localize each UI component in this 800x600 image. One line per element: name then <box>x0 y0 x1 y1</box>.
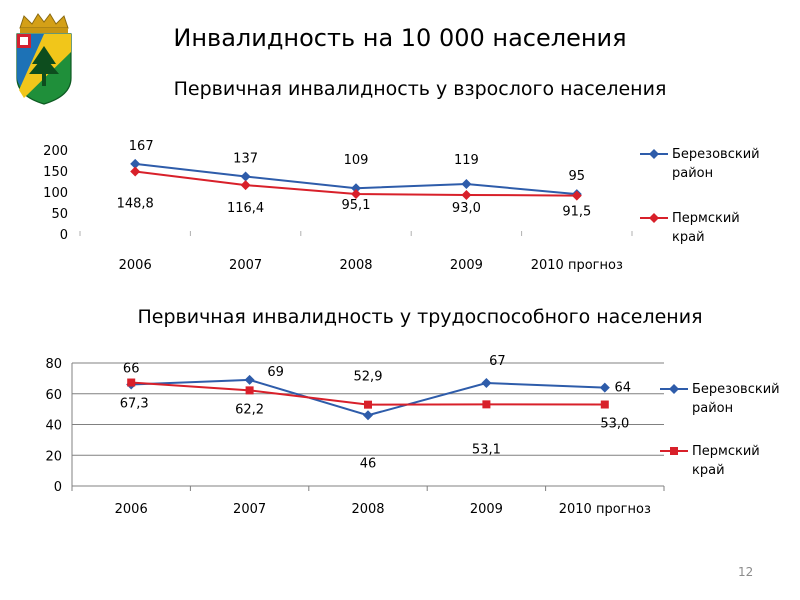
data-point-1-0-4 <box>599 382 610 393</box>
y-tick-label-0-4: 0 <box>60 228 68 243</box>
y-tick-label-1-3: 20 <box>45 449 62 464</box>
y-tick-label-1-0: 80 <box>45 357 62 372</box>
x-tick-label-0-3: 2009 <box>450 258 483 273</box>
data-label-0-1-0: 148,8 <box>117 197 154 212</box>
data-point-1-0-2 <box>363 410 373 421</box>
legend-marker-1-1 <box>670 447 678 455</box>
x-tick-label-0-0: 2006 <box>119 258 152 273</box>
x-tick-label-1-4: 2010 прогноз <box>559 502 651 517</box>
legend-label-1-1-0: Пермский <box>692 444 760 459</box>
data-point-0-0-1 <box>240 171 251 182</box>
data-label-0-0-3: 119 <box>454 153 479 168</box>
x-tick-label-0-1: 2007 <box>229 258 262 273</box>
y-tick-label-0-0: 200 <box>43 144 68 159</box>
page-title: Инвалидность на 10 000 населения <box>173 24 627 52</box>
y-tick-label-1-1: 60 <box>45 388 62 403</box>
legend-label-0-1-1: край <box>672 230 705 245</box>
data-point-0-0-0 <box>130 158 141 169</box>
data-label-0-1-2: 95,1 <box>342 198 371 213</box>
data-point-1-1-0 <box>127 378 136 387</box>
chart2-title: Первичная инвалидность у трудоспособного… <box>137 306 703 328</box>
data-point-0-1-4 <box>571 190 582 201</box>
y-tick-label-0-2: 100 <box>43 186 68 201</box>
data-label-1-1-2: 52,9 <box>354 370 383 385</box>
coat-of-arms-logo <box>16 13 72 105</box>
x-tick-label-0-4: 2010 прогноз <box>531 258 623 273</box>
legend-label-0-0-1: район <box>672 166 713 181</box>
legend-label-0-1-0: Пермский <box>672 211 740 226</box>
data-point-1-1-2 <box>364 400 372 409</box>
y-tick-label-1-2: 40 <box>45 419 62 434</box>
data-point-0-1-3 <box>461 189 472 200</box>
data-point-1-0-1 <box>244 374 255 385</box>
y-tick-label-0-3: 50 <box>51 207 68 222</box>
data-label-1-0-1: 69 <box>267 365 284 380</box>
data-label-0-1-4: 91,5 <box>562 205 591 220</box>
data-label-1-0-3: 67 <box>489 354 506 369</box>
legend-label-1-0-1: район <box>692 401 733 416</box>
legend-label-0-0-0: Березовский <box>672 147 760 162</box>
data-point-1-1-1 <box>245 386 254 395</box>
data-label-1-1-3: 53,1 <box>472 442 501 457</box>
data-label-1-1-1: 62,2 <box>235 402 264 417</box>
data-point-1-1-4 <box>600 400 609 409</box>
data-label-1-0-0: 66 <box>123 362 140 377</box>
chart1-title: Первичная инвалидность у взрослого насел… <box>173 78 667 100</box>
x-tick-label-0-2: 2008 <box>339 258 372 273</box>
data-point-0-1-2 <box>351 189 361 200</box>
legend-label-1-1-1: край <box>692 463 725 478</box>
data-point-0-0-3 <box>461 179 472 190</box>
legend-label-1-0-0: Березовский <box>692 382 780 397</box>
data-label-0-0-4: 95 <box>569 169 586 184</box>
data-point-1-1-3 <box>482 400 491 409</box>
y-tick-label-1-4: 0 <box>54 480 62 495</box>
x-tick-label-1-0: 2006 <box>115 502 148 517</box>
x-tick-label-1-3: 2009 <box>470 502 503 517</box>
legend-marker-1-0 <box>669 384 679 394</box>
data-point-1-0-3 <box>481 377 492 388</box>
data-label-1-0-4: 64 <box>615 381 632 396</box>
data-label-1-0-2: 46 <box>360 456 377 471</box>
data-label-0-0-0: 167 <box>129 139 154 154</box>
y-tick-label-0-1: 150 <box>43 165 68 180</box>
data-label-1-1-4: 53,0 <box>600 417 629 432</box>
data-point-0-1-1 <box>240 180 251 191</box>
data-label-0-0-1: 137 <box>233 151 258 166</box>
page-number: 12 <box>738 565 754 579</box>
legend-marker-0-0 <box>649 149 659 159</box>
data-label-0-1-1: 116,4 <box>227 201 264 216</box>
data-label-1-1-0: 67,3 <box>120 397 149 412</box>
data-label-0-0-2: 109 <box>344 153 369 168</box>
data-point-0-1-0 <box>130 166 141 177</box>
x-tick-label-1-1: 2007 <box>233 502 266 517</box>
data-label-0-1-3: 93,0 <box>452 201 481 216</box>
series-line-1-0 <box>131 378 605 417</box>
legend-marker-0-1 <box>649 213 659 223</box>
data-point-0-0-2 <box>351 183 361 194</box>
x-tick-label-1-2: 2008 <box>351 502 384 517</box>
